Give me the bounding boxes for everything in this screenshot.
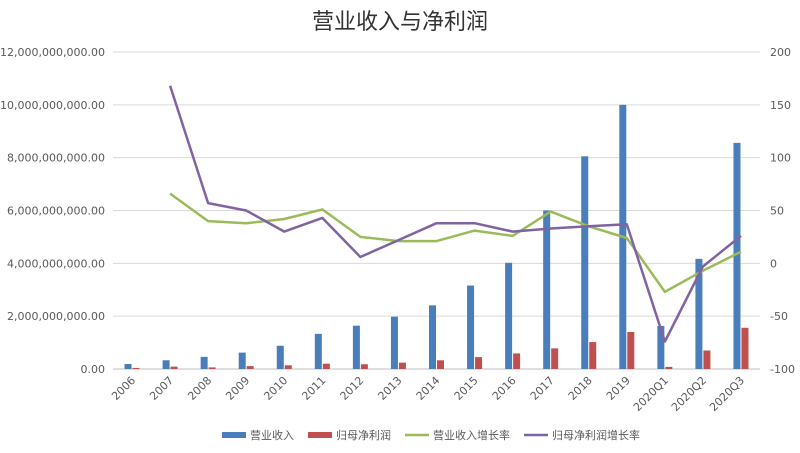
bar <box>208 367 216 369</box>
x-tick-label: 2012 <box>338 374 367 403</box>
bar <box>505 262 513 369</box>
bar <box>314 333 322 369</box>
bar <box>398 362 406 369</box>
bar <box>437 360 444 369</box>
line-series <box>168 85 742 343</box>
y-left-tick-label: 2,000,000,000.00 <box>7 310 105 323</box>
bar <box>246 366 254 369</box>
bar <box>665 366 673 369</box>
bar <box>513 353 521 369</box>
bar <box>360 364 368 369</box>
x-tick-label: 2013 <box>376 374 405 403</box>
x-tick-label: 2009 <box>223 374 252 403</box>
x-tick-label: 2020Q1 <box>631 374 671 414</box>
y-right-tick-label: 100 <box>770 152 791 165</box>
x-tick-label: 2020Q3 <box>707 374 747 414</box>
y-left-tick-label: 10,000,000,000.00 <box>0 99 105 112</box>
x-tick-label: 2020Q2 <box>669 374 709 414</box>
bar <box>467 285 475 369</box>
bar <box>551 348 559 369</box>
series-line <box>169 192 742 294</box>
y-left-tick-label: 12,000,000,000.00 <box>0 46 105 59</box>
bar <box>589 342 597 369</box>
bar <box>627 332 635 369</box>
bar <box>200 356 208 369</box>
y-left-tick-label: 8,000,000,000.00 <box>7 152 105 165</box>
legend-swatch <box>308 432 332 438</box>
bar <box>657 325 665 369</box>
x-tick-label: 2010 <box>261 374 290 403</box>
bar <box>703 350 711 369</box>
y-right-tick-label: 50 <box>770 205 784 218</box>
bar <box>284 365 292 369</box>
bar <box>733 142 741 369</box>
x-tick-label: 2014 <box>414 374 443 403</box>
y-right-tick-label: -50 <box>770 310 788 323</box>
bar-series <box>124 104 749 369</box>
y-right-tick-label: 200 <box>770 46 791 59</box>
legend-label: 归母净利润增长率 <box>552 428 640 442</box>
series-line <box>168 85 742 343</box>
y-left-tick-label: 6,000,000,000.00 <box>7 205 105 218</box>
x-tick-label: 2006 <box>109 374 138 403</box>
bar <box>390 316 398 369</box>
bar <box>429 305 436 369</box>
y-left-tick-label: 4,000,000,000.00 <box>7 257 105 270</box>
bar <box>162 360 170 369</box>
bar <box>124 363 132 369</box>
bar <box>276 345 284 369</box>
gridlines <box>113 51 760 370</box>
x-tick-label: 2019 <box>604 374 633 403</box>
x-tick-label: 2008 <box>185 374 214 403</box>
bar <box>132 367 140 369</box>
y-right-tick-label: -100 <box>770 363 795 376</box>
bar <box>741 327 749 369</box>
bar <box>238 352 246 369</box>
bar <box>475 357 483 369</box>
chart-title: 营业收入与净利润 <box>311 10 488 35</box>
legend-label: 营业收入 <box>250 428 294 442</box>
y-left-tick-label: 0.00 <box>81 363 106 376</box>
x-tick-label: 2016 <box>490 374 519 403</box>
legend-label: 归母净利润 <box>336 428 391 442</box>
legend-label: 营业收入增长率 <box>433 428 510 442</box>
x-tick-label: 2007 <box>147 374 176 403</box>
legend-swatch <box>222 432 246 438</box>
bar <box>695 258 703 369</box>
y-right-tick-label: 0 <box>770 257 777 270</box>
bar <box>581 156 589 369</box>
x-tick-label: 2017 <box>528 374 557 403</box>
legend: 营业收入 归母净利润 营业收入增长率 归母净利润增长率 <box>222 428 640 442</box>
x-tick-label: 2011 <box>299 374 328 403</box>
y-right-tick-label: 150 <box>770 99 791 112</box>
bar <box>322 363 330 369</box>
bar <box>352 325 360 369</box>
x-tick-label: 2018 <box>566 374 595 403</box>
x-tick-label: 2015 <box>452 374 481 403</box>
bar <box>170 366 178 369</box>
bar <box>543 210 551 369</box>
